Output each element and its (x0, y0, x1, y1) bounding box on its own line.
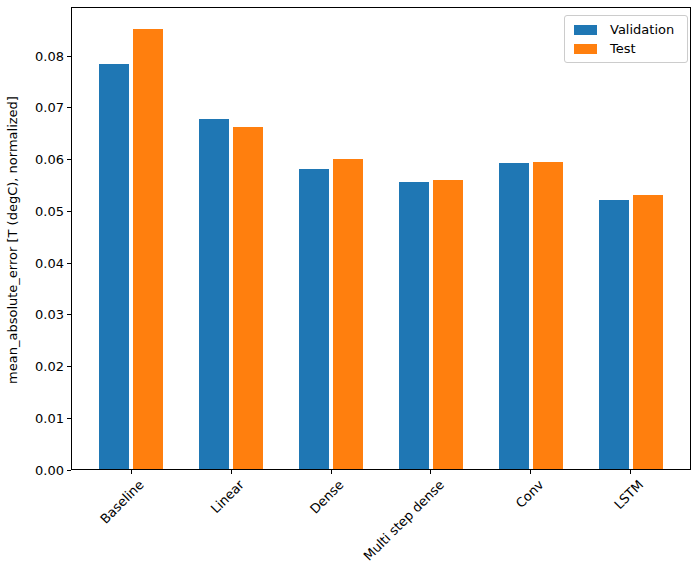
legend-label-test: Test (610, 41, 636, 56)
y-tick-label: 0.05 (35, 204, 64, 219)
bar-test-conv (533, 162, 563, 469)
y-tick-mark (67, 159, 71, 160)
bar-test-multi-step-dense (433, 180, 463, 469)
x-tick-label-conv: Conv (513, 477, 547, 511)
bar-test-lstm (633, 195, 663, 469)
legend-swatch-test (574, 44, 597, 54)
y-tick-mark (67, 470, 71, 471)
y-axis-label: mean_absolute_error [T (degC), normalize… (5, 96, 20, 384)
bar-test-linear (233, 127, 263, 469)
legend-item-validation: Validation (574, 20, 679, 39)
x-tick-mark (630, 470, 631, 474)
bar-test-baseline (133, 29, 163, 469)
y-tick-mark (67, 314, 71, 315)
bar-validation-multi-step-dense (399, 182, 429, 469)
y-tick-label: 0.07 (35, 100, 64, 115)
y-tick-mark (67, 263, 71, 264)
x-tick-label-linear: Linear (208, 477, 247, 516)
bar-validation-conv (499, 163, 529, 469)
bar-validation-baseline (99, 64, 129, 469)
bar-test-dense (333, 159, 363, 469)
legend: Validation Test (564, 15, 688, 63)
y-tick-label: 0.06 (35, 152, 64, 167)
bar-validation-dense (299, 169, 329, 469)
y-tick-mark (67, 107, 71, 108)
y-tick-mark (67, 56, 71, 57)
y-tick-mark (67, 211, 71, 212)
x-tick-label-baseline: Baseline (97, 477, 147, 527)
x-tick-label-multi-step-dense: Multi step dense (360, 477, 447, 564)
x-tick-label-lstm: LSTM (611, 477, 646, 512)
x-tick-mark (430, 470, 431, 474)
y-tick-mark (67, 418, 71, 419)
bar-validation-linear (199, 119, 229, 469)
x-tick-mark (331, 470, 332, 474)
y-tick-label: 0.04 (35, 256, 64, 271)
legend-label-validation: Validation (610, 22, 674, 37)
x-tick-mark (131, 470, 132, 474)
bar-validation-lstm (599, 200, 629, 469)
y-tick-label: 0.03 (35, 307, 64, 322)
legend-item-test: Test (574, 39, 679, 58)
y-tick-label: 0.00 (35, 463, 64, 478)
y-tick-label: 0.02 (35, 359, 64, 374)
legend-swatch-validation (574, 25, 597, 35)
x-tick-label-dense: Dense (307, 477, 347, 517)
x-tick-mark (530, 470, 531, 474)
y-tick-mark (67, 366, 71, 367)
y-tick-label: 0.08 (35, 49, 64, 64)
x-tick-mark (231, 470, 232, 474)
figure: mean_absolute_error [T (degC), normalize… (0, 0, 700, 582)
y-tick-label: 0.01 (35, 411, 64, 426)
